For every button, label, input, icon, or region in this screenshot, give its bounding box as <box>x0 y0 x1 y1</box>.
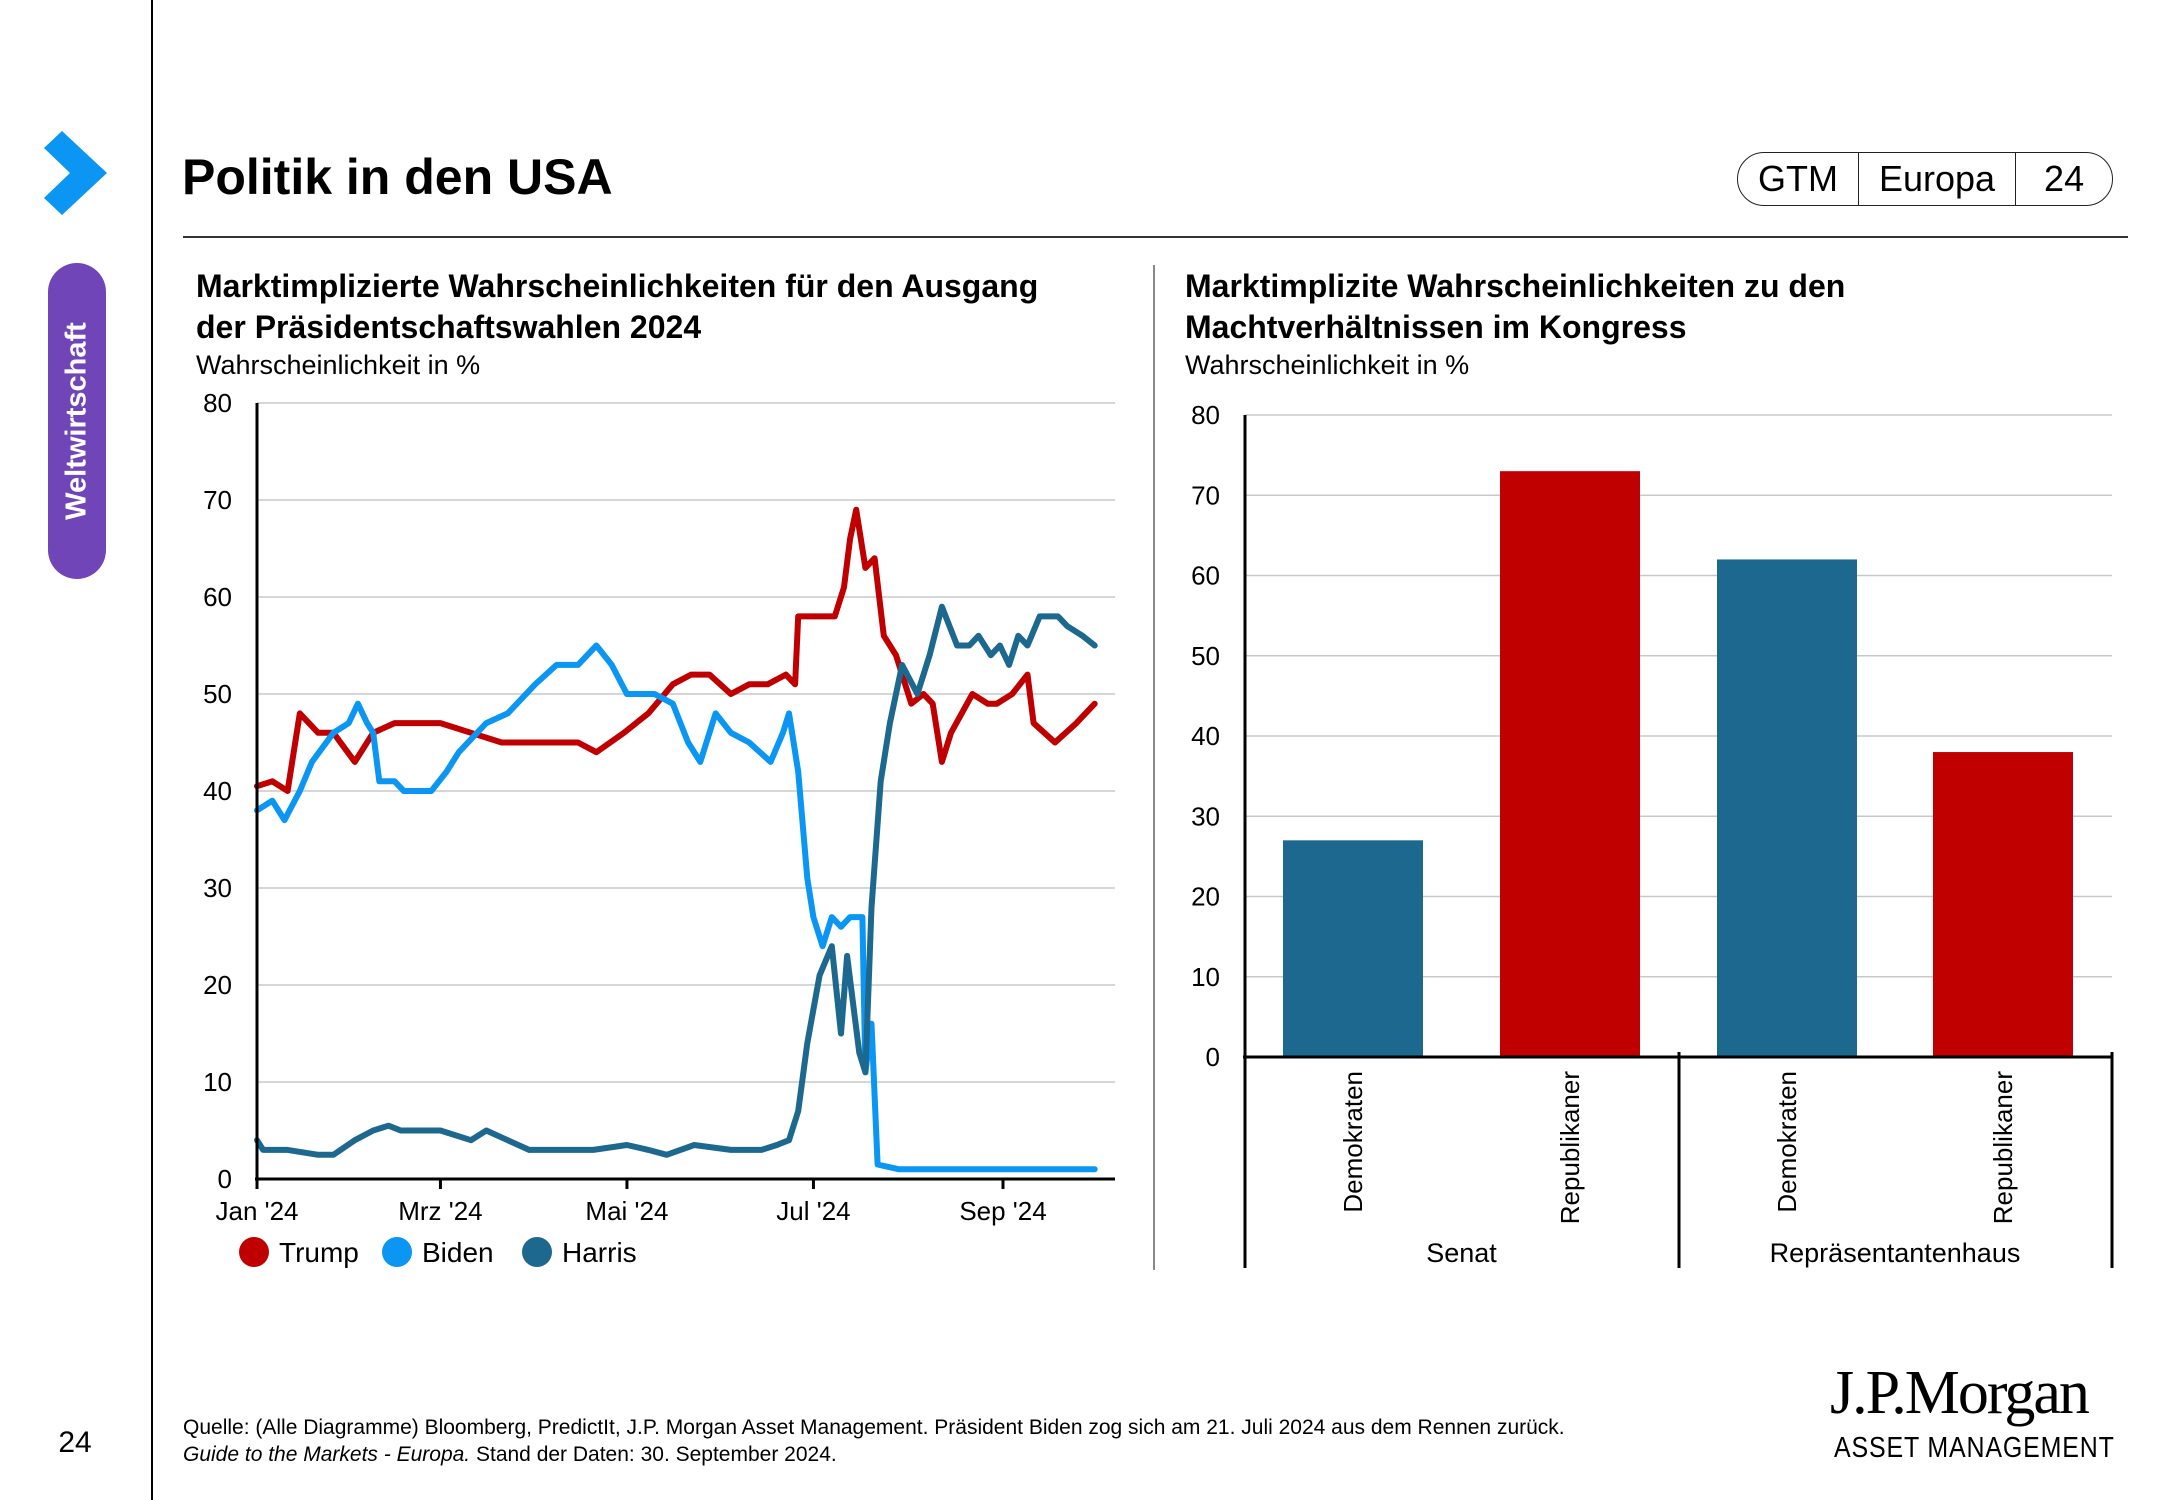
header-rule <box>183 236 2128 238</box>
line-chart-title: Marktimplizierte Wahrscheinlichkeiten fü… <box>196 266 1038 348</box>
group-label: Repräsentantenhaus <box>1770 1238 2021 1268</box>
x-tick-label: Sep '24 <box>959 1196 1046 1226</box>
y-tick-label: 40 <box>1191 721 1220 751</box>
bar-chart-category-labels: Demokraten Republikaner Senat Demokraten Rep… <box>1338 1071 2020 1268</box>
bar-chart-bars <box>1283 471 2073 1057</box>
y-tick-label: 0 <box>1206 1042 1220 1072</box>
y-tick-label: 60 <box>203 582 232 612</box>
x-tick-label: Mrz '24 <box>398 1196 482 1226</box>
page-title: Politik in den USA <box>182 149 613 205</box>
y-tick-label: 0 <box>218 1164 232 1194</box>
jpmorgan-logo: J.P.Morgan <box>1830 1359 2090 1427</box>
bar-chart-title-line1: Marktimplizite Wahrscheinlichkeiten zu d… <box>1185 268 1846 304</box>
line-chart-y-ticks: 0 10 20 30 40 50 60 70 80 <box>203 388 232 1194</box>
series-line-trump <box>254 506 1098 794</box>
x-tick-label: Jul '24 <box>776 1196 850 1226</box>
source-note: Quelle: (Alle Diagramme) Bloomberg, Pred… <box>183 1416 1565 1439</box>
line-chart-title-line1: Marktimplizierte Wahrscheinlichkeiten fü… <box>196 268 1039 304</box>
chevron-shape <box>44 131 107 215</box>
bar-senat-republikaner <box>1500 471 1640 1057</box>
category-label: Republikaner <box>1555 1071 1585 1225</box>
data-date: Stand der Daten: 30. September 2024. <box>470 1443 837 1466</box>
bar-senat-demokraten <box>1283 840 1423 1057</box>
legend-marker-biden <box>382 1237 412 1267</box>
line-chart-x-ticks: Jan '24 Mrz '24 Mai '24 Jul '24 Sep '24 <box>215 1179 1047 1226</box>
y-tick-label: 40 <box>203 776 232 806</box>
y-tick-label: 70 <box>203 485 232 515</box>
y-tick-label: 10 <box>1191 962 1220 992</box>
badge-gtm: GTM <box>1758 158 1838 199</box>
chevron-right-icon <box>44 131 107 215</box>
bar-repräsentantenhaus-republikaner <box>1933 752 2073 1057</box>
group-label: Senat <box>1426 1238 1497 1268</box>
y-tick-label: 30 <box>203 873 232 903</box>
category-label: Demokraten <box>1338 1071 1368 1213</box>
series-line-biden <box>254 642 1098 1173</box>
y-tick-label: 80 <box>1191 400 1220 430</box>
line-chart-ylabel: Wahrscheinlichkeit in % <box>196 350 481 380</box>
guide-title: Guide to the Markets - Europa. <box>183 1443 471 1466</box>
y-tick-label: 50 <box>203 679 232 709</box>
y-tick-label: 50 <box>1191 641 1220 671</box>
y-tick-label: 30 <box>1191 801 1220 831</box>
y-tick-label: 10 <box>203 1067 232 1097</box>
section-tab[interactable]: Weltwirtschaft <box>48 263 106 579</box>
y-tick-label: 70 <box>1191 480 1220 510</box>
legend-label-harris: Harris <box>562 1237 637 1268</box>
date-note: Guide to the Markets - Europa. Stand der… <box>183 1443 837 1467</box>
y-tick-label: 60 <box>1191 561 1220 591</box>
badge-page: 24 <box>2015 153 2112 205</box>
y-tick-label: 20 <box>1191 882 1220 912</box>
y-tick-label: 80 <box>203 388 232 418</box>
legend-label-biden: Biden <box>422 1237 494 1268</box>
bar-chart-ylabel: Wahrscheinlichkeit in % <box>1185 350 1470 380</box>
legend-marker-trump <box>239 1237 269 1267</box>
legend-label-trump: Trump <box>279 1237 359 1268</box>
asset-management-logo: ASSET MANAGEMENT <box>1834 1432 2115 1464</box>
category-label: Republikaner <box>1988 1071 2018 1225</box>
bar-chart-title-line2: Machtverhältnissen im Kongress <box>1185 309 1687 345</box>
chart-divider <box>1153 265 1155 1270</box>
x-tick-label: Jan '24 <box>215 1196 298 1226</box>
bar-chart-title: Marktimplizite Wahrscheinlichkeiten zu d… <box>1185 266 1845 348</box>
badge-region: Europa <box>1857 153 2015 205</box>
series-line-harris <box>254 603 1098 1158</box>
guide-badge: GTM Europa 24 <box>1737 152 2114 206</box>
line-chart-series <box>254 506 1098 1173</box>
line-chart-axes <box>255 403 1115 1181</box>
line-chart-legend: Trump Biden Harris <box>239 1237 637 1268</box>
x-tick-label: Mai '24 <box>585 1196 668 1226</box>
legend-marker-harris <box>522 1237 552 1267</box>
page-number: 24 <box>58 1426 92 1459</box>
sidebar-divider <box>151 0 153 1500</box>
bar-repräsentantenhaus-demokraten <box>1717 559 1857 1057</box>
category-label: Demokraten <box>1772 1071 1802 1213</box>
bar-chart-axes <box>1243 415 2114 1268</box>
line-chart-title-line2: der Präsidentschaftswahlen 2024 <box>196 309 702 345</box>
y-tick-label: 20 <box>203 970 232 1000</box>
bar-chart-y-ticks: 0 10 20 30 40 50 60 70 80 <box>1191 400 1220 1072</box>
